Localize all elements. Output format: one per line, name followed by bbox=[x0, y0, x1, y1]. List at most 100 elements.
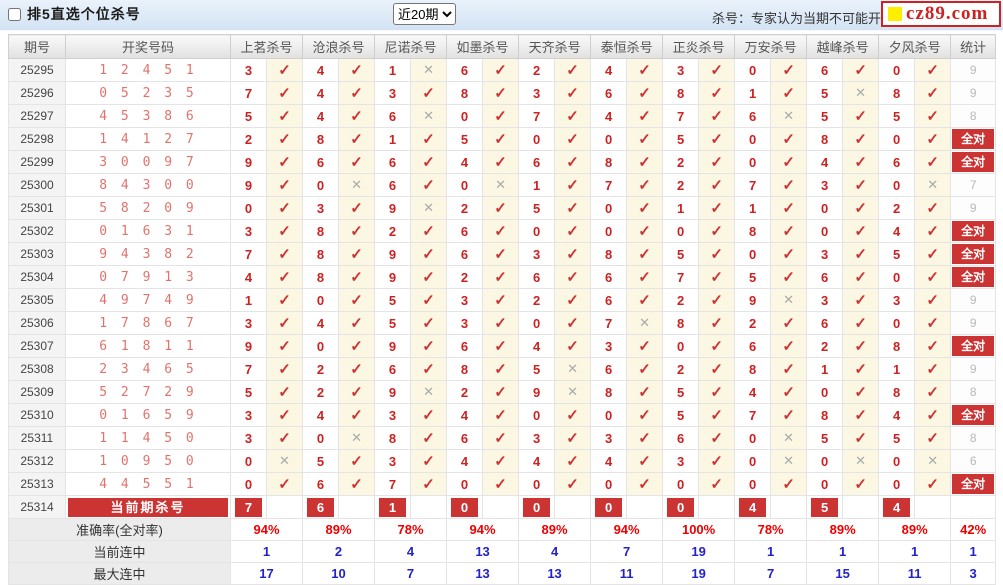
result-cell: ✓ bbox=[482, 403, 520, 427]
check-icon: ✓ bbox=[278, 383, 291, 401]
result-cell: ✓ bbox=[698, 357, 736, 381]
table-header-row: 期号 开奖号码 上茗杀号 沧浪杀号 尼诺杀号 如墨杀号 天齐杀号 泰恒杀号 正炎杀号 万安杀号 越峰… bbox=[8, 34, 997, 59]
kill-number-cell: 0 bbox=[734, 58, 772, 82]
kill-number-cell: 0 bbox=[662, 334, 700, 358]
result-cell: ✓ bbox=[338, 357, 376, 381]
result-cell: ✓ bbox=[914, 426, 952, 450]
kill-number-cell: 8 bbox=[302, 242, 340, 266]
kill-number-cell: 3 bbox=[230, 311, 267, 335]
current-kill-cell: 7 bbox=[230, 495, 267, 519]
check-icon: ✓ bbox=[350, 153, 363, 171]
check-icon: ✓ bbox=[638, 222, 651, 240]
result-cell: ✓ bbox=[265, 81, 304, 105]
check-icon: ✓ bbox=[710, 107, 723, 125]
winning-code-cell: 3 0 0 9 7 bbox=[65, 150, 231, 174]
footer-value: 7 bbox=[590, 540, 664, 563]
footer-value: 1 bbox=[806, 540, 880, 563]
kill-number-cell: 8 bbox=[302, 265, 340, 289]
kill-number-cell: 1 bbox=[374, 127, 412, 151]
check-icon: ✓ bbox=[710, 268, 723, 286]
stat-cell bbox=[950, 495, 997, 519]
range-select[interactable]: 近20期 bbox=[393, 3, 456, 25]
result-cell: ✓ bbox=[626, 426, 664, 450]
current-kill-cell: 5 bbox=[806, 495, 844, 519]
empty-cell bbox=[482, 495, 520, 519]
result-cell: ✕ bbox=[770, 288, 808, 312]
check-icon: ✓ bbox=[350, 406, 363, 424]
result-cell: ✓ bbox=[265, 58, 304, 82]
kill-number-cell: 6 bbox=[806, 58, 844, 82]
check-icon: ✓ bbox=[278, 360, 291, 378]
period-cell: 25305 bbox=[8, 288, 66, 312]
kill-number-cell: 8 bbox=[590, 150, 628, 174]
check-icon: ✓ bbox=[782, 153, 795, 171]
footer-label: 当前连中 bbox=[8, 540, 231, 563]
stat-cell: 9 bbox=[950, 196, 997, 220]
result-cell: ✓ bbox=[482, 242, 520, 266]
check-icon: ✓ bbox=[566, 153, 579, 171]
table-row: 25295 1 2 4 5 1 3 ✓ 4 ✓ 1 ✕ 6 ✓ 2 ✓ 4 ✓ 3 ✓ 0 ✓ 6 ✓ 0 ✓ 9 bbox=[8, 58, 997, 82]
site-logo[interactable]: cz89.com bbox=[881, 1, 1001, 27]
check-icon: ✓ bbox=[422, 176, 435, 194]
result-cell: ✓ bbox=[914, 311, 952, 335]
footer-value: 1 bbox=[229, 540, 304, 563]
current-kill-cell: 0 bbox=[662, 495, 700, 519]
check-icon: ✓ bbox=[710, 337, 723, 355]
kill-number-cell: 0 bbox=[590, 403, 628, 427]
stat-cell: 6 bbox=[950, 449, 997, 473]
stat-cell: 全对 bbox=[950, 127, 997, 151]
winning-code-cell: 1 2 4 5 1 bbox=[65, 58, 231, 82]
cross-icon: ✕ bbox=[351, 430, 362, 445]
section-checkbox[interactable] bbox=[8, 7, 21, 21]
check-icon: ✓ bbox=[494, 452, 507, 470]
check-icon: ✓ bbox=[566, 337, 579, 355]
check-icon: ✓ bbox=[710, 153, 723, 171]
kill-number-cell: 8 bbox=[302, 127, 340, 151]
kill-number-cell: 5 bbox=[518, 357, 556, 381]
cross-icon: ✕ bbox=[855, 453, 867, 468]
kill-number-cell: 1 bbox=[734, 81, 772, 105]
result-cell: ✓ bbox=[265, 334, 304, 358]
winning-code-cell: 5 2 7 2 9 bbox=[65, 380, 231, 404]
check-icon: ✓ bbox=[494, 245, 507, 263]
stat-cell: 全对 bbox=[950, 219, 997, 243]
result-cell: ✓ bbox=[482, 196, 520, 220]
stat-cell: 8 bbox=[950, 380, 997, 404]
result-cell: ✓ bbox=[914, 104, 952, 128]
section-header: 排5直选个位杀号 bbox=[8, 4, 141, 24]
stat-cell: 9 bbox=[950, 81, 997, 105]
check-icon: ✓ bbox=[566, 130, 579, 148]
period-cell: 25297 bbox=[8, 104, 66, 128]
kill-number-cell: 0 bbox=[518, 219, 556, 243]
kill-number-cell: 6 bbox=[446, 426, 484, 450]
current-kill-number: 0 bbox=[667, 497, 695, 517]
result-cell: ✓ bbox=[770, 380, 808, 404]
check-icon: ✓ bbox=[638, 429, 651, 447]
kill-number-cell: 0 bbox=[590, 196, 628, 220]
footer-value: 10 bbox=[302, 562, 376, 585]
table-row: 25306 1 7 8 6 7 3 ✓ 4 ✓ 5 ✓ 3 ✓ 0 ✓ 7 ✕ 8 ✓ 2 ✓ 6 ✓ 0 ✓ 9 bbox=[8, 311, 997, 335]
check-icon: ✓ bbox=[854, 429, 867, 447]
result-cell: ✕ bbox=[554, 357, 592, 381]
stat-cell: 全对 bbox=[950, 150, 997, 174]
result-cell: ✕ bbox=[554, 380, 592, 404]
kill-number-cell: 4 bbox=[446, 150, 484, 174]
result-cell: ✓ bbox=[626, 403, 664, 427]
footer-value: 11 bbox=[878, 562, 952, 585]
expert-header: 正炎杀号 bbox=[662, 34, 736, 59]
check-icon: ✓ bbox=[638, 383, 651, 401]
current-kill-number: 0 bbox=[595, 497, 623, 517]
check-icon: ✓ bbox=[494, 314, 507, 332]
result-cell: ✓ bbox=[338, 265, 376, 289]
check-icon: ✓ bbox=[710, 475, 723, 493]
stat-cell: 9 bbox=[950, 311, 997, 335]
kill-number-cell: 2 bbox=[806, 334, 844, 358]
check-icon: ✓ bbox=[566, 222, 579, 240]
kill-number-cell: 0 bbox=[302, 334, 340, 358]
period-cell: 25309 bbox=[8, 380, 66, 404]
check-icon: ✓ bbox=[926, 360, 939, 378]
empty-cell bbox=[265, 495, 304, 519]
perfect-badge: 全对 bbox=[952, 152, 995, 172]
logo-text: cz89.com bbox=[906, 3, 989, 24]
result-cell: ✓ bbox=[626, 81, 664, 105]
